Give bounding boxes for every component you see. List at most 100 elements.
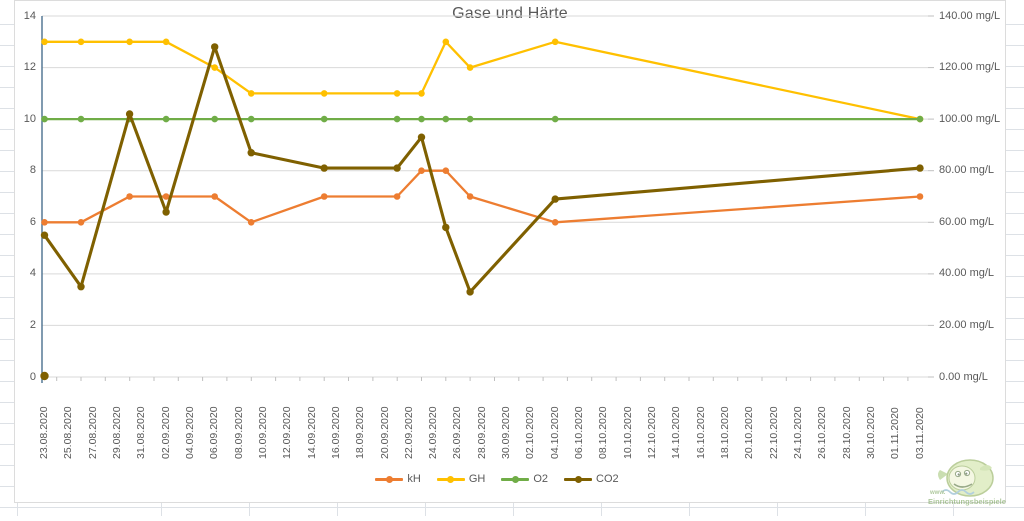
- legend-marker-icon: [564, 475, 592, 484]
- x-axis-tick-label: 20.10.2020: [743, 406, 756, 459]
- left-axis-tick-label: 10: [23, 112, 36, 125]
- x-axis-tick-label: 02.09.2020: [159, 406, 172, 459]
- data-point: [551, 115, 559, 123]
- left-axis-tick-label: 12: [23, 61, 36, 74]
- data-point: [916, 164, 924, 172]
- watermark-text: Einrichtungsbeispiele: [928, 497, 1006, 506]
- right-axis-ticks: [928, 15, 934, 378]
- x-axis-tick-label: 14.10.2020: [670, 406, 683, 459]
- data-point: [247, 219, 255, 226]
- x-axis-tick-label: 14.09.2020: [305, 406, 318, 459]
- data-point: [125, 110, 134, 118]
- legend-item-kH: kH: [375, 473, 421, 485]
- x-axis-tick-label: 16.09.2020: [329, 406, 342, 459]
- data-point: [41, 115, 48, 123]
- data-point: [417, 133, 426, 141]
- data-point: [442, 38, 450, 46]
- left-axis-tick-label: 14: [23, 9, 36, 22]
- data-point: [393, 115, 401, 123]
- data-point: [162, 208, 170, 216]
- left-axis-tick-label: 0: [29, 370, 36, 383]
- data-point: [211, 43, 219, 51]
- x-axis-tick-label: 23.08.2020: [38, 406, 50, 459]
- x-axis-tick-label: 04.10.2020: [548, 406, 561, 459]
- right-axis-tick-label: 120.00 mg/L: [939, 61, 1001, 74]
- series-GH: [41, 38, 924, 123]
- legend-label: kH: [407, 473, 421, 485]
- data-point: [77, 219, 85, 226]
- right-axis-tick-label: 140.00 mg/L: [939, 9, 1001, 22]
- data-point: [551, 219, 559, 226]
- chart-title: Gase und Härte: [452, 5, 568, 22]
- watermark-logo: www. Einrichtungsbeispiele: [928, 456, 1008, 508]
- data-point: [320, 164, 328, 172]
- data-point: [211, 115, 218, 123]
- legend-item-O2: O2: [501, 473, 548, 485]
- watermark-www: www.: [930, 490, 946, 496]
- data-point: [916, 193, 924, 200]
- x-axis-tick-label: 30.09.2020: [500, 406, 513, 459]
- x-axis-tick-label: 03.11.2020: [913, 407, 926, 459]
- data-point: [393, 164, 401, 172]
- data-point: [466, 115, 474, 123]
- data-point: [393, 90, 401, 97]
- x-axis-tick-label: 18.10.2020: [719, 406, 731, 459]
- fish-logo-icon: [938, 459, 994, 497]
- chart-object[interactable]: Gase und Härte: [14, 0, 1006, 503]
- data-point: [77, 38, 85, 46]
- legend-item-CO2: CO2: [564, 473, 619, 485]
- right-axis-tick-label: 60.00 mg/L: [939, 215, 995, 228]
- x-axis-tick-label: 10.10.2020: [621, 406, 634, 459]
- data-point: [442, 223, 450, 232]
- x-axis-tick-label: 25.08.2020: [62, 406, 75, 459]
- data-point: [77, 115, 85, 123]
- series-O2: [41, 115, 924, 123]
- data-point: [442, 167, 450, 174]
- x-axis-tick-label: 08.09.2020: [232, 406, 245, 459]
- legend-item-GH: GH: [436, 473, 486, 485]
- legend-label: GH: [468, 473, 486, 485]
- x-axis-tick-label: 18.09.2020: [354, 406, 367, 459]
- x-axis-tick-label: 24.09.2020: [427, 406, 440, 459]
- data-point: [162, 193, 170, 200]
- x-axis-tick-label: 20.09.2020: [378, 406, 391, 459]
- data-point: [162, 38, 170, 46]
- data-point: [320, 90, 328, 97]
- data-point: [41, 38, 48, 46]
- x-axis-tick-label: 26.09.2020: [451, 406, 464, 459]
- x-axis-tick-label: 22.10.2020: [767, 406, 780, 459]
- data-point: [211, 64, 218, 71]
- x-axis-tick-label: 08.10.2020: [597, 406, 610, 459]
- data-point: [162, 115, 170, 123]
- legend-marker-icon: [501, 475, 530, 484]
- data-point: [40, 231, 49, 239]
- legend: kH GH O2 CO2: [0, 473, 994, 485]
- data-point: [126, 38, 133, 46]
- right-axis-tick-label: 20.00 mg/L: [939, 318, 995, 331]
- data-point: [247, 115, 255, 123]
- right-axis-tick-label: 0.00 mg/L: [939, 370, 988, 383]
- left-axis-tick-label: 8: [29, 164, 36, 177]
- x-axis-tick-label: 10.09.2020: [256, 406, 269, 459]
- data-point: [77, 283, 85, 291]
- x-axis-tick-label: 26.10.2020: [816, 406, 829, 459]
- data-point: [247, 149, 255, 157]
- data-point: [551, 195, 559, 203]
- x-axis-tick-label: 12.09.2020: [281, 406, 294, 459]
- series-CO2: [40, 43, 924, 296]
- x-axis-tick-label: 28.09.2020: [475, 406, 488, 459]
- data-point: [418, 90, 425, 97]
- legend-label: CO2: [596, 473, 619, 485]
- x-axis-tick-label: 06.09.2020: [208, 406, 221, 459]
- x-axis-ticks: [56, 377, 909, 381]
- legend-label: O2: [533, 473, 548, 485]
- data-point: [466, 288, 474, 296]
- x-axis-tick-label: 24.10.2020: [791, 406, 804, 459]
- data-point: [320, 193, 328, 200]
- data-point: [211, 193, 218, 200]
- left-axis-tick-label: 2: [29, 318, 36, 331]
- x-axis-tick-label: 01.11.2020: [889, 407, 902, 459]
- x-axis-tick-label: 12.10.2020: [646, 406, 658, 459]
- x-axis-tick-label: 31.08.2020: [135, 406, 148, 459]
